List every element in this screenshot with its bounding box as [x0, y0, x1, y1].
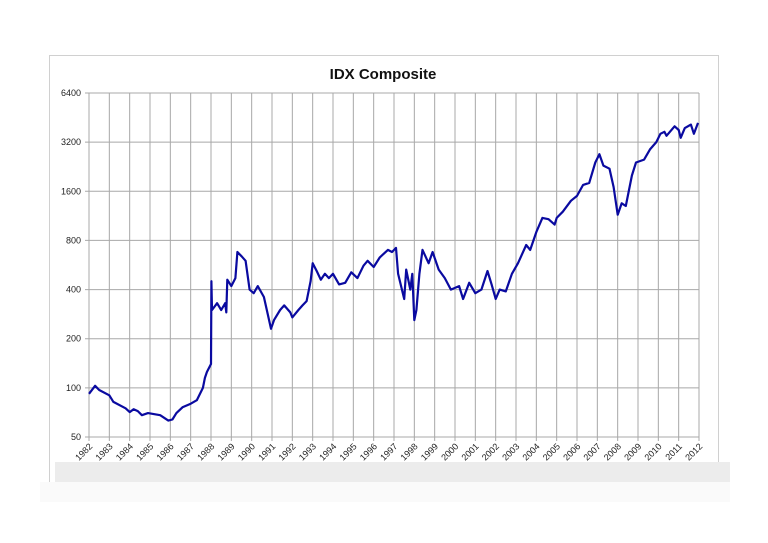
x-tick-label: 2005 — [541, 441, 562, 462]
y-tick-label: 200 — [66, 334, 81, 344]
x-tick-label: 2003 — [500, 441, 521, 462]
y-tick-label: 50 — [71, 432, 81, 442]
x-tick-label: 1996 — [358, 441, 379, 462]
x-tick-label: 1986 — [155, 441, 176, 462]
x-tick-label: 2008 — [602, 441, 623, 462]
y-tick-label: 1600 — [61, 186, 81, 196]
x-tick-label: 2009 — [622, 441, 643, 462]
x-tick-label: 1994 — [317, 441, 338, 462]
x-tick-label: 1984 — [114, 441, 135, 462]
chart-title: IDX Composite — [330, 66, 437, 83]
y-axis-ticks: 50 100 200 400 800 1600 3200 6400 — [61, 88, 81, 442]
x-tick-label: 1991 — [256, 441, 277, 462]
x-tick-label: 1998 — [399, 441, 420, 462]
y-tick-label: 3200 — [61, 137, 81, 147]
y-tick-label: 800 — [66, 235, 81, 245]
y-tick-label: 100 — [66, 383, 81, 393]
x-tick-label: 1988 — [195, 441, 216, 462]
gridlines — [85, 92, 700, 441]
x-tick-label: 2012 — [683, 441, 704, 462]
x-tick-label: 2000 — [439, 441, 460, 462]
y-tick-label: 400 — [66, 285, 81, 295]
x-axis-ticks: 1982 1983 1984 1985 1986 1987 1988 1989 1990 1991… — [73, 441, 704, 462]
x-tick-label: 2004 — [521, 441, 542, 462]
x-tick-label: 1982 — [73, 441, 94, 462]
x-tick-label: 1992 — [277, 441, 298, 462]
x-tick-label: 1987 — [175, 441, 196, 462]
x-tick-label: 1990 — [236, 441, 257, 462]
x-tick-label: 1999 — [419, 441, 440, 462]
x-tick-label: 2006 — [561, 441, 582, 462]
x-tick-label: 1997 — [378, 441, 399, 462]
x-tick-label: 2011 — [663, 441, 684, 462]
x-tick-label: 2007 — [582, 441, 603, 462]
x-tick-label: 1989 — [216, 441, 237, 462]
y-tick-label: 6400 — [61, 88, 81, 98]
x-tick-label: 2002 — [480, 441, 501, 462]
x-tick-label: 2010 — [643, 441, 664, 462]
x-tick-label: 1995 — [338, 441, 359, 462]
overlay-bar — [55, 462, 730, 482]
x-tick-label: 1983 — [94, 441, 115, 462]
overlay-bar-lower — [40, 482, 730, 502]
x-tick-label: 1985 — [134, 441, 155, 462]
x-tick-label: 2001 — [460, 441, 481, 462]
x-tick-label: 1993 — [297, 441, 318, 462]
series-line — [88, 122, 700, 422]
